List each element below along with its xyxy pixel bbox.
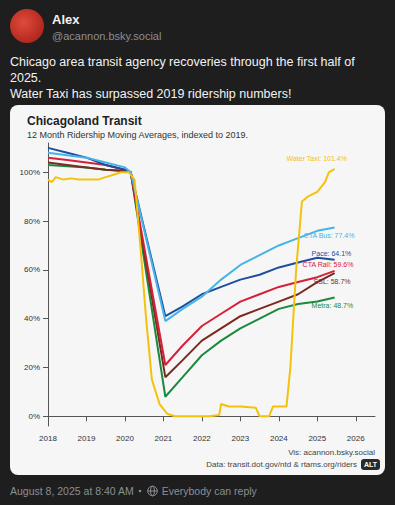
svg-text:Water Taxi: 101.4%: Water Taxi: 101.4% [287, 155, 347, 162]
svg-text:Pace: 64.1%: Pace: 64.1% [312, 250, 352, 257]
svg-text:12 Month Ridership Moving Aver: 12 Month Ridership Moving Averages, inde… [27, 130, 248, 140]
svg-text:2020: 2020 [116, 434, 134, 443]
html-text:August 8, 2025 at 8:40 AM: August 8, 2025 at 8:40 AM [10, 485, 134, 498]
svg-text:2023: 2023 [231, 434, 249, 443]
svg-text:2025: 2025 [308, 434, 326, 443]
html-text:Everybody can reply: Everybody can reply [158, 485, 257, 498]
svg-text:2021: 2021 [155, 434, 173, 443]
svg-text:2018: 2018 [39, 434, 57, 443]
svg-text:CTA Rail: 59.6%: CTA Rail: 59.6% [303, 261, 354, 268]
svg-text:2026: 2026 [347, 434, 365, 443]
svg-text:Data: transit.dot.gov/ntd & rt: Data: transit.dot.gov/ntd & rtams.org/ri… [206, 460, 357, 469]
html-text:Water Taxi has surpassed 2019: Water Taxi has surpassed 2019 ridership … [10, 87, 292, 101]
svg-text:2019: 2019 [78, 434, 96, 443]
svg-text:100%: 100% [20, 168, 40, 177]
svg-text:Chicagoland Transit: Chicagoland Transit [27, 114, 142, 128]
html-text:Chicago area transit agency re: Chicago area transit agency recoveries t… [10, 55, 355, 85]
svg-text:Metra: 48.7%: Metra: 48.7% [312, 302, 354, 309]
html-text:@acannon.bsky.social: @acannon.bsky.social [52, 30, 162, 42]
svg-text:0%: 0% [28, 412, 40, 421]
svg-text:80%: 80% [24, 217, 40, 226]
html-text:ALT: ALT [363, 461, 377, 468]
svg-text:Vis: acannon.bsky.social: Vis: acannon.bsky.social [288, 448, 375, 457]
svg-text:CTA Bus: 77.4%: CTA Bus: 77.4% [304, 232, 355, 239]
svg-text:60%: 60% [24, 265, 40, 274]
svg-text:2024: 2024 [270, 434, 288, 443]
svg-text:SSL: 58.7%: SSL: 58.7% [314, 278, 351, 285]
svg-text:20%: 20% [24, 363, 40, 372]
html-text:Alex: Alex [52, 12, 80, 27]
svg-text:40%: 40% [24, 314, 40, 323]
svg-text:2022: 2022 [193, 434, 211, 443]
